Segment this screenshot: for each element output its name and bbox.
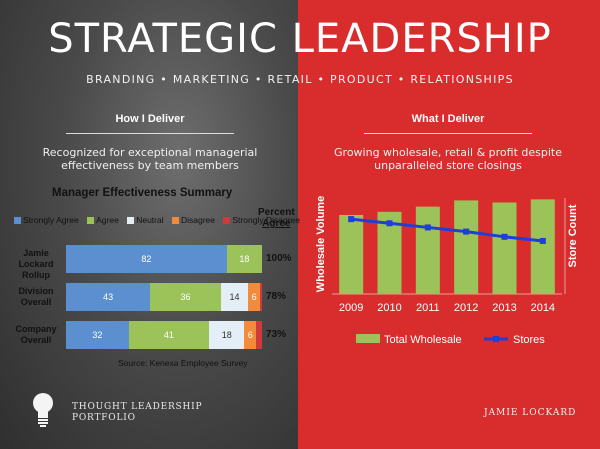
legend-item-strongly-agree: Strongly Agree <box>14 215 79 225</box>
line-point-stores <box>463 228 470 235</box>
row-label-line1: Jamie Lockard <box>18 248 54 269</box>
x-tick-label: 2009 <box>339 302 363 314</box>
footer-line2: PORTFOLIO <box>72 413 136 423</box>
bar-segment-agree: 41 <box>128 321 210 349</box>
legend-swatch-total-wholesale <box>356 334 380 343</box>
chart-legend: Strongly Agree Agree Neutral Disagree St… <box>14 215 306 225</box>
bar-segment-agree: 36 <box>150 283 221 311</box>
legend-label: Disagree <box>180 215 216 225</box>
legend-item-neutral: Neutral <box>127 215 164 225</box>
page-title: STRATEGIC LEADERSHIP <box>48 16 552 62</box>
percent-agree-value: 100% <box>266 253 292 264</box>
y-axis-label-left: Wholesale Volume <box>315 196 327 292</box>
line-point-stores <box>501 233 508 240</box>
percent-header-line2: Agree <box>262 218 291 229</box>
legend-label: Strongly Disagree <box>232 215 300 225</box>
y-axis-label-right: Store Count <box>567 204 579 267</box>
stacked-bar: 32 41 18 6 <box>66 321 262 349</box>
percent-agree-header: Percent Agree <box>258 207 295 229</box>
row-label: Company Overall <box>8 324 64 346</box>
stacked-bar: 82 18 <box>66 245 262 273</box>
line-point-stores <box>386 220 393 227</box>
bar-segment-strongly-disagree <box>256 321 262 349</box>
page-subtitle: BRANDING • MARKETING • RETAIL • PRODUCT … <box>86 73 514 86</box>
row-label: Jamie Lockard Rollup <box>8 248 64 281</box>
line-point-stores <box>348 216 355 223</box>
bar-segment-strongly-agree: 43 <box>66 283 151 311</box>
row-label-line1: Division <box>18 286 54 296</box>
footer-name: JAMIE LOCKARD <box>484 408 577 418</box>
legend-item-agree: Agree <box>87 215 119 225</box>
x-tick-label: 2012 <box>454 302 478 314</box>
legend-label-total-wholesale: Total Wholesale <box>384 334 462 346</box>
percent-agree-value: 73% <box>266 329 287 340</box>
bar-segment-neutral: 14 <box>220 283 249 311</box>
footer-line1: THOUGHT LEADERSHIP <box>72 402 203 412</box>
chart-title: Manager Effectiveness Summary <box>52 187 233 199</box>
left-section-description: Recognized for exceptional managerial ef… <box>42 146 258 172</box>
bar-total-wholesale <box>454 200 479 294</box>
legend-label-stores: Stores <box>513 334 545 346</box>
bar-total-wholesale <box>530 199 555 294</box>
stacked-bar: 43 36 14 6 <box>66 283 262 311</box>
row-label-line1: Company <box>15 324 57 334</box>
row-label-line2: Overall <box>20 297 52 307</box>
left-panel-background <box>0 0 298 449</box>
right-section-title: What I Deliver <box>411 113 485 125</box>
legend-swatch <box>127 217 135 225</box>
bar-total-wholesale <box>492 202 517 294</box>
legend-swatch <box>223 217 231 225</box>
row-label-line2: Rollup <box>22 270 50 280</box>
legend-label: Strongly Agree <box>23 215 79 225</box>
legend-label: Agree <box>96 215 119 225</box>
x-tick-label: 2014 <box>531 302 555 314</box>
manager-effectiveness-chart: Manager Effectiveness Summary Strongly A… <box>8 187 300 369</box>
bar-segment-agree: 18 <box>226 245 262 273</box>
bar-segment-strongly-agree: 82 <box>66 245 227 273</box>
footer-portfolio-label: THOUGHT LEADERSHIP PORTFOLIO <box>72 402 202 424</box>
legend-swatch <box>87 217 95 225</box>
left-section-title: How I Deliver <box>115 113 185 125</box>
x-tick-label: 2011 <box>416 302 440 314</box>
line-stores <box>351 217 543 243</box>
percent-agree-value: 78% <box>266 291 287 302</box>
x-tick-label: 2013 <box>492 302 516 314</box>
x-tick-label: 2010 <box>377 302 401 314</box>
right-section-divider <box>364 133 532 134</box>
bar-segment-disagree: 6 <box>248 283 260 311</box>
legend-swatch <box>14 217 21 225</box>
legend-item-disagree: Disagree <box>171 215 216 225</box>
right-section-description: Growing wholesale, retail & profit despi… <box>334 146 562 172</box>
chart-source: Source: Kenexa Employee Survey <box>118 358 248 368</box>
bar-segment-strongly-agree: 32 <box>66 321 129 349</box>
bar-segment-disagree: 6 <box>244 321 257 349</box>
row-label: Division Overall <box>8 286 64 308</box>
bar-segment-strongly-disagree <box>260 283 262 311</box>
legend-label: Neutral <box>136 215 164 225</box>
legend-swatch <box>171 217 179 225</box>
left-section-divider <box>66 133 234 134</box>
legend-marker-stores <box>493 336 499 342</box>
bar-segment-neutral: 18 <box>209 321 245 349</box>
legend-item-strongly-disagree: Strongly Disagree <box>223 215 300 225</box>
bar-total-wholesale <box>415 206 440 294</box>
lightbulb-icon <box>33 393 53 427</box>
percent-header-line1: Percent <box>258 207 295 218</box>
line-point-stores <box>539 237 546 244</box>
bar-total-wholesale <box>339 214 364 294</box>
line-point-stores <box>424 224 431 231</box>
wholesale-stores-chart: 2009 2010 2011 2012 2013 2014 Wholesale Volume… <box>315 196 579 346</box>
row-label-line2: Overall <box>20 335 52 345</box>
